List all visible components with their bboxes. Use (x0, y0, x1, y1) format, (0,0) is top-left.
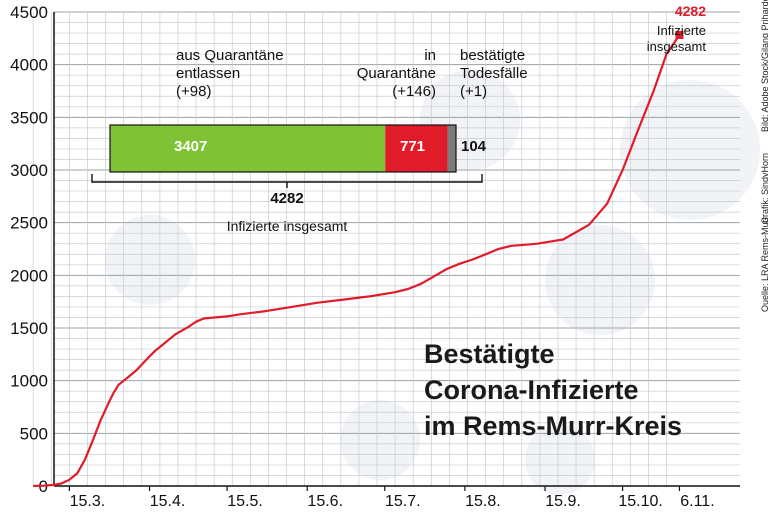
y-tick-label: 4500 (10, 3, 48, 22)
x-tick-label: 15.10. (618, 493, 662, 510)
virus-shape-3 (525, 425, 595, 495)
x-tick-label: 15.8. (465, 493, 501, 510)
x-tick-label: 15.4. (150, 493, 186, 510)
x-tick-label: 15.5. (227, 493, 263, 510)
breakdown-segment-0 (110, 125, 386, 172)
chart-title-line-3: im Rems-Murr-Kreis (424, 411, 683, 441)
chart-axes (53, 12, 740, 487)
virus-shape-2 (340, 400, 420, 480)
segment-header-released-line-1: aus Quarantäne (176, 47, 284, 64)
credit-source: Quelle: LRA Rems-Murr (760, 216, 768, 312)
x-tick-label: 15.6. (307, 493, 343, 510)
y-tick-label: 500 (20, 424, 48, 443)
x-tick-label: 6.11. (680, 493, 714, 510)
segment-header-released: aus Quarantäne entlassen (+98) (176, 47, 284, 101)
x-tick-label: 15.3. (70, 493, 106, 510)
x-tick-label: 15.9. (545, 493, 581, 510)
segment-header-quarantine-line-2: Quarantäne (356, 65, 436, 82)
series-end-marker (675, 30, 684, 39)
y-tick-label: 3500 (10, 108, 48, 127)
breakdown-bar (91, 124, 483, 188)
breakdown-segment-2 (447, 125, 456, 172)
breakdown-segment-1 (385, 125, 448, 172)
virus-shape-4 (105, 215, 195, 305)
series-line (33, 34, 681, 488)
y-tick-label: 1000 (10, 372, 48, 391)
credit-image: Bild: Adobe Stock/Gilang Prihardono (760, 0, 768, 132)
y-tick-label: 1500 (10, 319, 48, 338)
annotation-value: 4282 (674, 3, 706, 19)
virus-background (105, 70, 760, 495)
segment-change-quarantine: (+146) (392, 83, 436, 100)
y-tick-label: 2500 (10, 214, 48, 233)
segment-header-deaths-line-2: Todesfälle (460, 65, 528, 82)
chart-grid (32, 11, 740, 487)
segment-header-released-line-2: entlassen (176, 65, 241, 82)
segment-change-deaths: (+1) (460, 83, 488, 100)
segment-header-deaths-line-1: bestätigte (460, 47, 526, 64)
chart-title-line-2: Corona-Infizierte (424, 375, 639, 405)
chart-title: Bestätigte Corona-Infizierte im Rems-Mur… (424, 336, 682, 444)
y-tick-label: 4000 (10, 56, 48, 75)
segment-value-released: 3407 (174, 138, 208, 155)
segment-header-quarantine: in Quarantäne (+146) (336, 47, 436, 101)
annotation-text: Infizierte insgesamt (646, 23, 706, 54)
segment-header-deaths: bestätigte Todesfälle (+1) (460, 47, 528, 101)
breakdown-bar-outline (109, 124, 457, 173)
breakdown-total-value: 4282 (270, 190, 304, 207)
segment-value-quarantine: 771 (400, 138, 426, 155)
segment-header-quarantine-line-1: in (424, 47, 436, 64)
segment-value-deaths: 104 (461, 138, 487, 155)
y-tick-label: 2000 (10, 266, 48, 285)
chart-ticks: 05001000150020002500300035004000450015.3… (10, 3, 714, 510)
chart-title-line-1: Bestätigte (424, 339, 555, 369)
x-tick-label: 15.7. (385, 493, 421, 510)
breakdown-total-text: Infizierte insgesamt (226, 218, 348, 234)
credit-graphic: Grafik: SindyHorn (760, 152, 768, 224)
virus-shape-0 (620, 80, 760, 220)
y-tick-label: 3000 (10, 161, 48, 180)
chart-series (33, 30, 684, 488)
virus-shape-1 (545, 225, 655, 335)
segment-change-released: (+98) (176, 83, 212, 100)
